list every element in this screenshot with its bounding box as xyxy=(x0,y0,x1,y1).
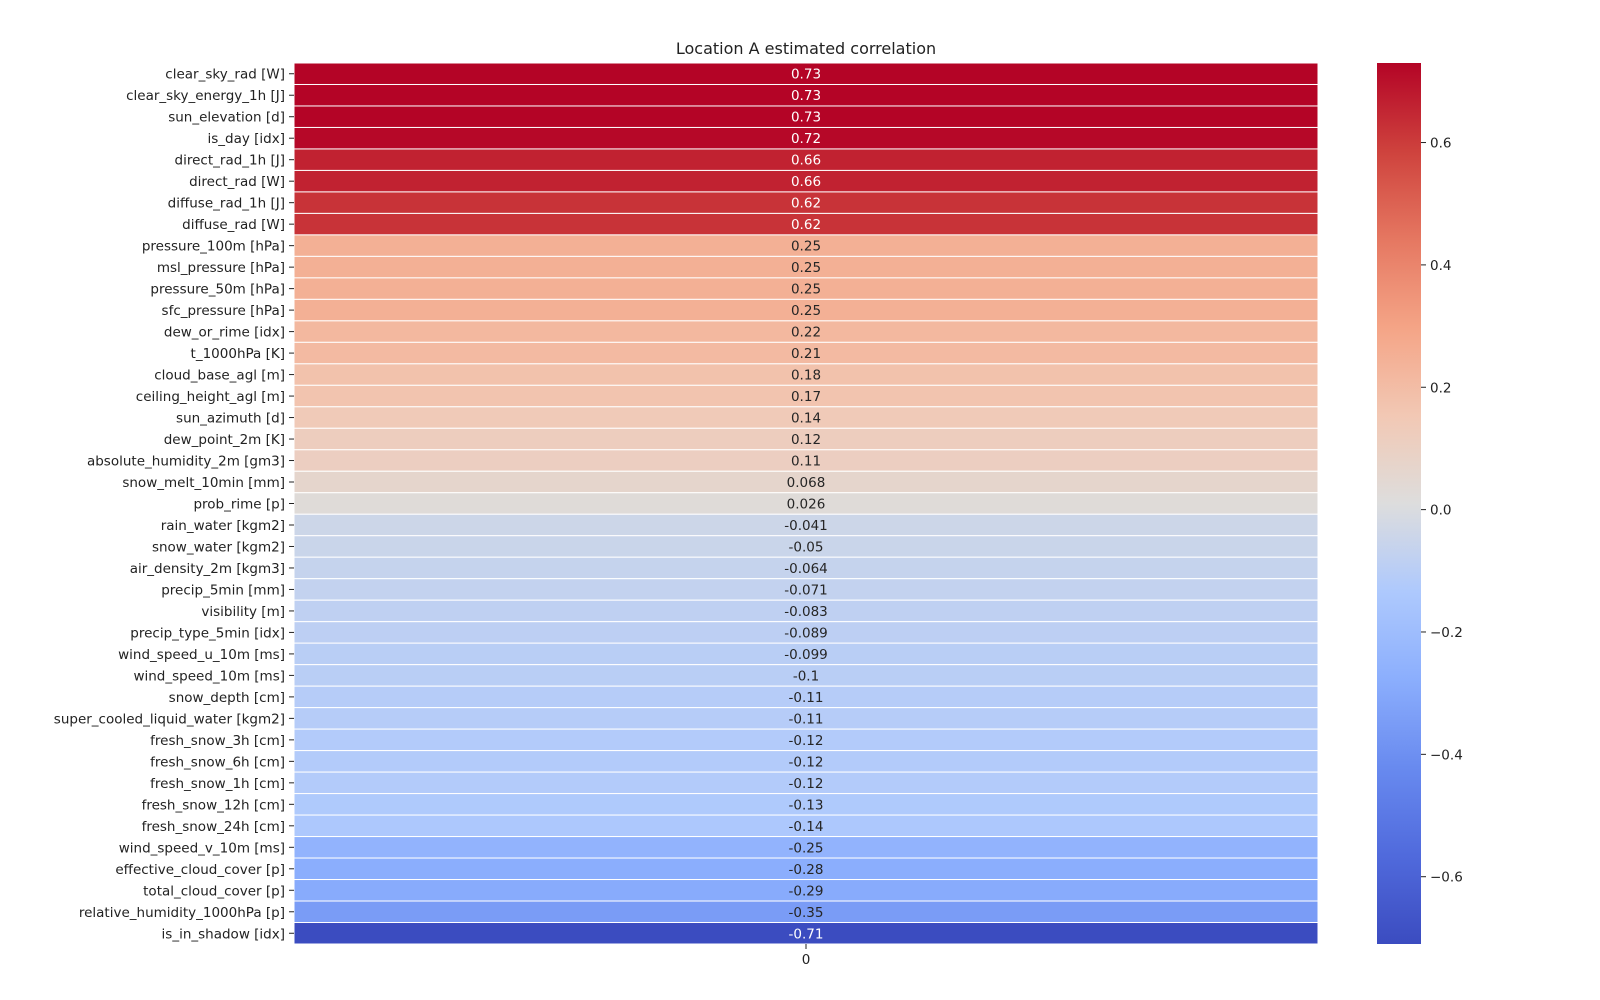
row-label: msl_pressure [hPa] xyxy=(157,260,285,276)
colorbar-tick-label: 0.0 xyxy=(1430,503,1451,519)
colorbar-tick-label: 0.4 xyxy=(1430,258,1451,274)
row-label: relative_humidity_1000hPa [p] xyxy=(79,905,285,921)
row-label: diffuse_rad_1h [J] xyxy=(168,196,285,212)
cell-value-label: -0.1 xyxy=(793,668,819,684)
cell-value-label: -0.28 xyxy=(789,862,824,878)
row-label: snow_depth [cm] xyxy=(169,690,285,706)
row-label: sfc_pressure [hPa] xyxy=(162,303,285,319)
x-tick-label: 0 xyxy=(802,952,811,968)
cell-value-label: -0.064 xyxy=(784,561,828,577)
cell-value-label: -0.041 xyxy=(784,518,828,534)
cell-value-label: 0.12 xyxy=(791,432,821,448)
cell-value-label: 0.62 xyxy=(791,196,821,212)
row-label: snow_melt_10min [mm] xyxy=(122,475,285,491)
row-label: dew_point_2m [K] xyxy=(164,432,285,448)
cell-value-label: 0.73 xyxy=(791,88,821,104)
colorbar-tick-label: −0.2 xyxy=(1430,625,1463,641)
cell-value-label: 0.17 xyxy=(791,389,821,405)
row-label: t_1000hPa [K] xyxy=(191,346,285,362)
row-label: fresh_snow_12h [cm] xyxy=(142,797,285,813)
cell-value-label: -0.11 xyxy=(789,711,824,727)
chart-title: Location A estimated correlation xyxy=(676,39,936,58)
cell-value-label: -0.12 xyxy=(789,754,824,770)
row-label: is_day [idx] xyxy=(208,131,286,147)
cell-value-label: -0.29 xyxy=(789,883,824,899)
row-label: is_in_shadow [idx] xyxy=(162,926,285,942)
row-label: wind_speed_v_10m [ms] xyxy=(119,840,285,856)
row-label: clear_sky_energy_1h [J] xyxy=(126,88,285,104)
row-label: direct_rad [W] xyxy=(189,174,285,190)
cell-value-label: -0.11 xyxy=(789,690,824,706)
row-label: precip_type_5min [idx] xyxy=(130,625,285,641)
cell-value-label: 0.66 xyxy=(791,174,821,190)
cell-value-label: -0.071 xyxy=(784,582,828,598)
row-label: air_density_2m [kgm3] xyxy=(130,561,285,577)
cell-value-label: 0.11 xyxy=(791,454,821,470)
cell-value-label: -0.083 xyxy=(784,604,828,620)
cell-value-label: -0.12 xyxy=(789,776,824,792)
cell-value-label: 0.22 xyxy=(791,325,821,341)
cell-value-label: 0.62 xyxy=(791,217,821,233)
row-label: absolute_humidity_2m [gm3] xyxy=(87,454,285,470)
colorbar: 0.6 0.4 0.2 0.0 −0.2 −0.4 −0.6 xyxy=(1377,63,1463,944)
cell-value-label: 0.068 xyxy=(787,475,826,491)
cell-value-label: 0.18 xyxy=(791,368,821,384)
cell-value-label: -0.14 xyxy=(789,819,824,835)
row-label: pressure_50m [hPa] xyxy=(150,282,285,298)
cell-value-label: -0.13 xyxy=(789,797,824,813)
cell-value-label: -0.71 xyxy=(789,926,824,942)
colorbar-tick-label: −0.6 xyxy=(1430,870,1463,886)
row-label: fresh_snow_6h [cm] xyxy=(150,754,285,770)
row-label: wind_speed_10m [ms] xyxy=(133,668,285,684)
row-label: direct_rad_1h [J] xyxy=(175,153,285,169)
row-label: prob_rime [p] xyxy=(193,497,285,513)
cell-value-label: 0.25 xyxy=(791,303,821,319)
cell-value-label: 0.14 xyxy=(791,411,821,427)
x-axis-ticks: 0 xyxy=(802,944,811,968)
row-label: total_cloud_cover [p] xyxy=(143,883,285,899)
row-label: effective_cloud_cover [p] xyxy=(115,862,285,878)
colorbar-gradient xyxy=(1377,63,1421,944)
row-label: dew_or_rime [idx] xyxy=(164,325,285,341)
row-label: fresh_snow_1h [cm] xyxy=(150,776,285,792)
cell-value-label: 0.73 xyxy=(791,67,821,83)
colorbar-tick-label: 0.6 xyxy=(1430,136,1451,152)
row-label: diffuse_rad [W] xyxy=(182,217,285,233)
row-label: clear_sky_rad [W] xyxy=(165,67,285,83)
heatmap-cells: 0.73 0.73 0.73 0.72 0.66 0.66 0.62 0.62 0.25 0.25… xyxy=(293,62,1319,945)
row-label: ceiling_height_agl [m] xyxy=(136,389,285,405)
row-label: super_cooled_liquid_water [kgm2] xyxy=(54,711,285,727)
row-label: sun_azimuth [d] xyxy=(176,411,285,427)
cell-value-label: 0.25 xyxy=(791,260,821,276)
row-labels: clear_sky_rad [W] clear_sky_energy_1h [J]… xyxy=(54,67,294,942)
row-label: fresh_snow_3h [cm] xyxy=(150,733,285,749)
cell-value-label: 0.73 xyxy=(791,110,821,126)
row-label: precip_5min [mm] xyxy=(161,582,285,598)
cell-value-label: 0.72 xyxy=(791,131,821,147)
cell-value-label: -0.099 xyxy=(784,647,828,663)
row-label: pressure_100m [hPa] xyxy=(142,239,285,255)
row-label: snow_water [kgm2] xyxy=(152,539,285,555)
cell-value-label: -0.12 xyxy=(789,733,824,749)
cell-value-label: 0.026 xyxy=(787,497,826,513)
row-label: rain_water [kgm2] xyxy=(161,518,285,534)
cell-value-label: 0.66 xyxy=(791,153,821,169)
colorbar-tick-label: −0.4 xyxy=(1430,747,1463,763)
row-label: sun_elevation [d] xyxy=(168,110,285,126)
colorbar-tick-label: 0.2 xyxy=(1430,380,1451,396)
row-label: visibility [m] xyxy=(201,604,285,620)
cell-value-label: 0.21 xyxy=(791,346,821,362)
cell-value-label: -0.35 xyxy=(789,905,824,921)
cell-value-label: -0.05 xyxy=(789,539,824,555)
cell-value-label: -0.25 xyxy=(789,840,824,856)
row-label: wind_speed_u_10m [ms] xyxy=(118,647,285,663)
row-label: fresh_snow_24h [cm] xyxy=(142,819,285,835)
cell-value-label: -0.089 xyxy=(784,625,828,641)
cell-value-label: 0.25 xyxy=(791,282,821,298)
row-label: cloud_base_agl [m] xyxy=(154,368,285,384)
cell-value-label: 0.25 xyxy=(791,239,821,255)
